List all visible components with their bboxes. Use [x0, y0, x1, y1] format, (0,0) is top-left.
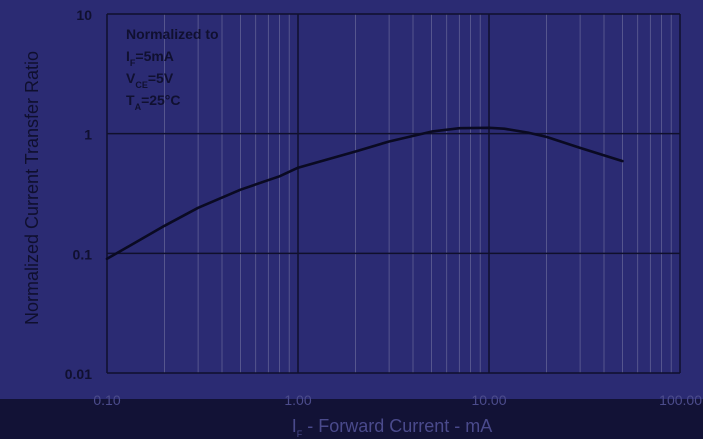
x-axis-band — [0, 399, 703, 439]
y-tick-label: 1 — [84, 127, 92, 143]
series-layer — [105, 126, 624, 261]
x-axis-label: IF - Forward Current - mA — [292, 416, 493, 439]
y-axis-label: Normalized Current Transfer Ratio — [22, 51, 42, 325]
annotation-line-if: IF=5mA — [126, 48, 174, 68]
x-tick-label: 1.00 — [284, 392, 311, 408]
annotation-box: Normalized to IF=5mA VCE=5V TA=25°C — [126, 26, 219, 112]
annotation-title: Normalized to — [126, 26, 219, 42]
y-tick-label: 0.01 — [65, 366, 92, 382]
minor-grid — [163, 14, 672, 373]
major-grid — [106, 13, 681, 374]
annotation-line-vce: VCE=5V — [126, 70, 174, 90]
y-ticks: 0.01 0.1 1 10 — [65, 7, 92, 382]
x-tick-label: 10.00 — [471, 392, 506, 408]
x-ticks: 0.10 1.00 10.00 100.00 — [93, 392, 702, 408]
ctr-curve-line — [105, 126, 624, 261]
x-tick-label: 0.10 — [93, 392, 120, 408]
y-tick-label: 0.1 — [73, 246, 93, 262]
annotation-line-ta: TA=25°C — [126, 92, 181, 112]
y-tick-label: 10 — [76, 7, 92, 23]
x-tick-label: 100.00 — [659, 392, 702, 408]
